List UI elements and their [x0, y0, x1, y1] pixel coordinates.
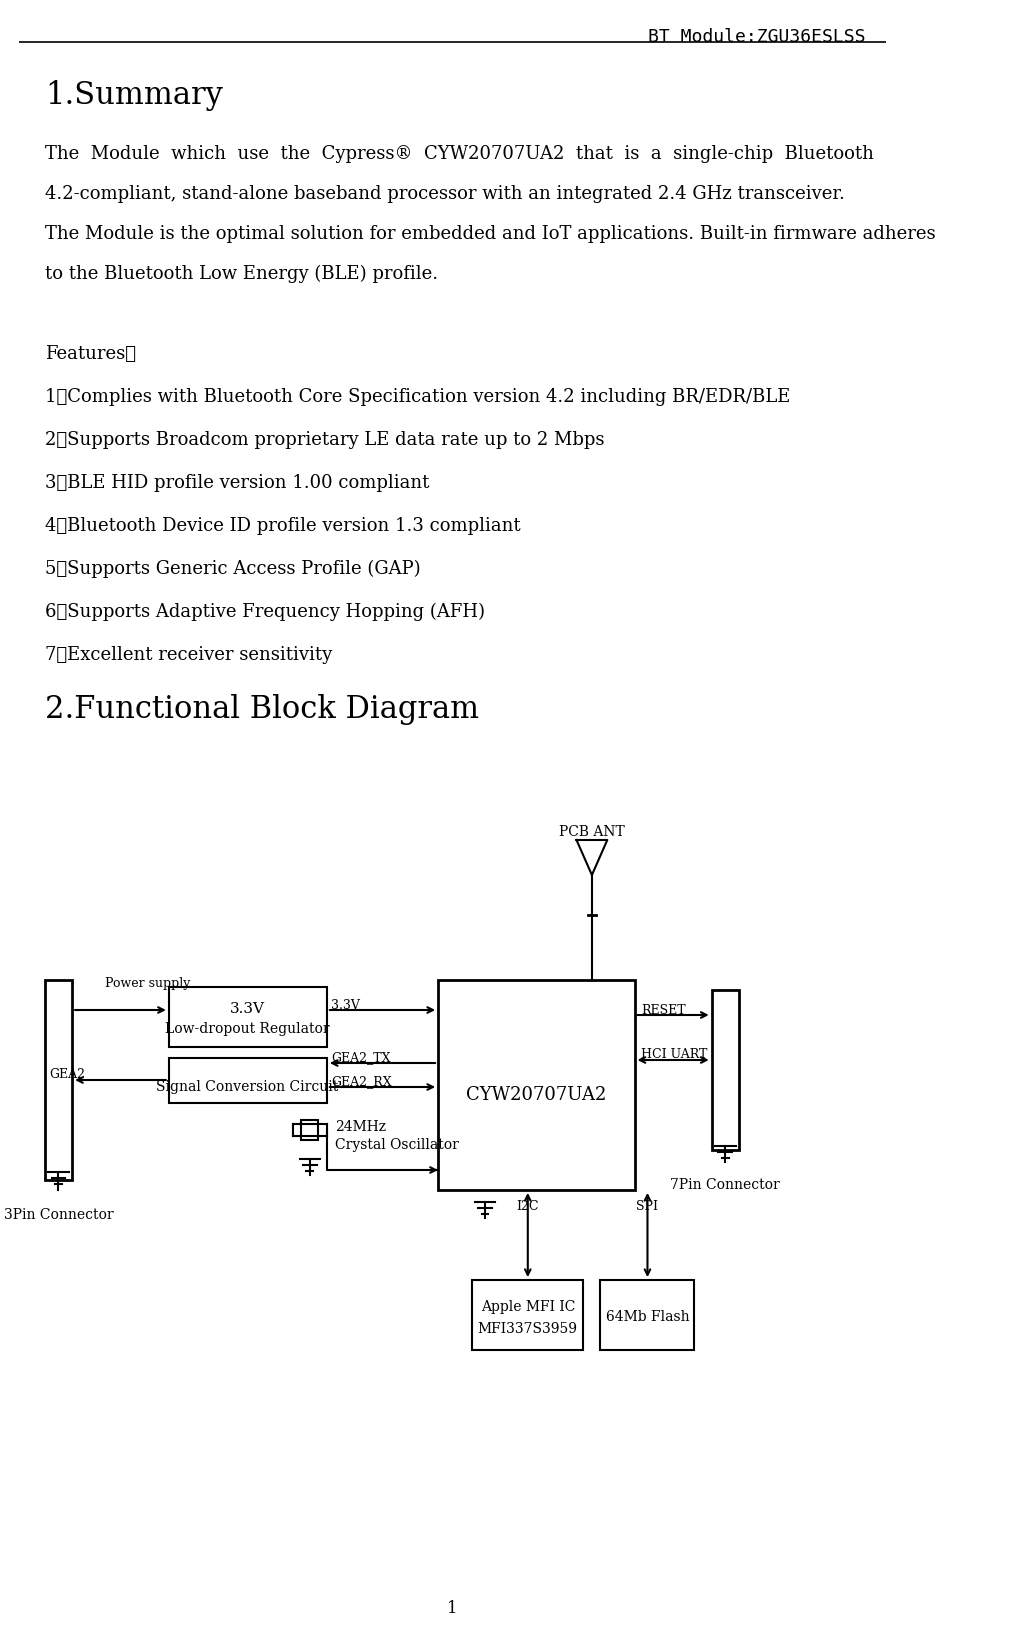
Text: MFI337S3959: MFI337S3959 [478, 1323, 578, 1336]
Text: 6）Supports Adaptive Frequency Hopping (AFH): 6）Supports Adaptive Frequency Hopping (A… [45, 604, 485, 622]
Text: 4.2-compliant, stand-alone baseband processor with an integrated 2.4 GHz transce: 4.2-compliant, stand-alone baseband proc… [45, 185, 845, 203]
Text: Crystal Oscillator: Crystal Oscillator [336, 1137, 459, 1152]
Text: GEA2_RX: GEA2_RX [332, 1075, 391, 1088]
Text: 64Mb Flash: 64Mb Flash [605, 1310, 690, 1324]
Text: Features：: Features： [45, 345, 136, 363]
Text: 2）Supports Broadcom proprietary LE data rate up to 2 Mbps: 2）Supports Broadcom proprietary LE data … [45, 431, 604, 449]
Text: GEA2: GEA2 [49, 1069, 85, 1082]
Text: 1.Summary: 1.Summary [45, 80, 223, 111]
Bar [712, 989, 739, 1150]
Text: 2.Functional Block Diagram: 2.Functional Block Diagram [45, 695, 479, 726]
Text: 1）Complies with Bluetooth Core Specification version 4.2 including BR/EDR/BLE: 1）Complies with Bluetooth Core Specifica… [45, 387, 790, 407]
Text: CYW20707UA2: CYW20707UA2 [466, 1085, 606, 1105]
Text: 1: 1 [447, 1599, 458, 1617]
Text: 3）BLE HID profile version 1.00 compliant: 3）BLE HID profile version 1.00 compliant [45, 473, 429, 491]
Text: SPI: SPI [637, 1201, 658, 1214]
Text: 3.3V: 3.3V [332, 999, 360, 1012]
Bar [438, 979, 635, 1189]
Text: 3Pin Connector: 3Pin Connector [4, 1207, 114, 1222]
Text: The Module is the optimal solution for embedded and IoT applications. Built-in f: The Module is the optimal solution for e… [45, 225, 936, 242]
Text: Power supply: Power supply [104, 976, 190, 989]
Bar [168, 1058, 327, 1103]
Text: Signal Conversion Circuit: Signal Conversion Circuit [156, 1080, 339, 1093]
Bar [45, 979, 72, 1180]
Text: Apple MFI IC: Apple MFI IC [481, 1300, 575, 1315]
Bar [473, 1280, 583, 1350]
Text: 7）Excellent receiver sensitivity: 7）Excellent receiver sensitivity [45, 646, 332, 664]
Bar [600, 1280, 695, 1350]
Text: 7Pin Connector: 7Pin Connector [670, 1178, 780, 1193]
Text: RESET: RESET [642, 1004, 686, 1017]
Text: PCB ANT: PCB ANT [559, 825, 625, 840]
Text: BT Module:ZGU36ESLSS: BT Module:ZGU36ESLSS [648, 28, 866, 46]
Text: HCI UART: HCI UART [642, 1048, 708, 1061]
Text: I2C: I2C [516, 1201, 539, 1214]
Text: 4）Bluetooth Device ID profile version 1.3 compliant: 4）Bluetooth Device ID profile version 1.… [45, 517, 520, 535]
Text: The  Module  which  use  the  Cypress®  CYW20707UA2  that  is  a  single-chip  B: The Module which use the Cypress® CYW207… [45, 145, 874, 163]
Text: to the Bluetooth Low Energy (BLE) profile.: to the Bluetooth Low Energy (BLE) profil… [45, 265, 438, 283]
Text: 3.3V: 3.3V [230, 1002, 265, 1015]
Bar [301, 1119, 318, 1141]
Text: GEA2_TX: GEA2_TX [332, 1051, 390, 1064]
Text: 24MHz: 24MHz [336, 1119, 386, 1134]
Bar [168, 988, 327, 1048]
Text: 5）Supports Generic Access Profile (GAP): 5）Supports Generic Access Profile (GAP) [45, 560, 421, 578]
Text: Low-dropout Regulator: Low-dropout Regulator [165, 1022, 330, 1036]
